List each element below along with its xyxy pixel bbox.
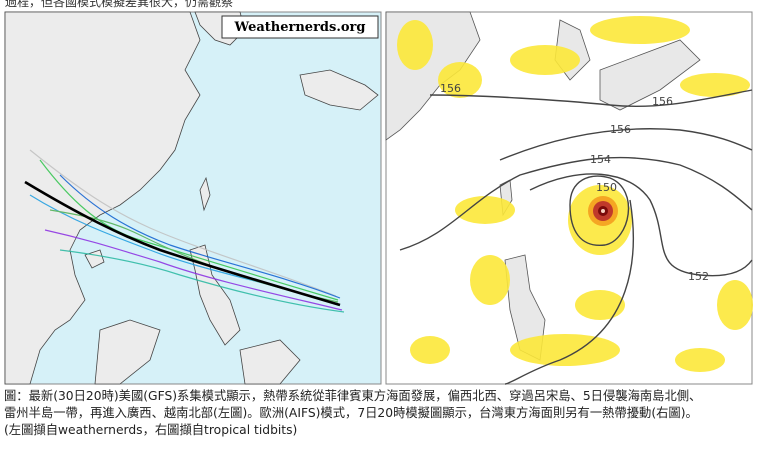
contour-label: 150 bbox=[596, 181, 617, 194]
watermark: Weathernerds.org bbox=[234, 20, 366, 35]
right-map: 156 156 156 154 150 152 bbox=[385, 11, 753, 385]
contour-label: 156 bbox=[610, 123, 631, 136]
contour-label: 156 bbox=[652, 95, 673, 108]
caption-line: 圖：最新(30日20時)美國(GFS)系集模式顯示，熱帶系統從菲律賓東方海面發展… bbox=[4, 389, 702, 403]
contour-label: 152 bbox=[688, 270, 709, 283]
contour-label: 154 bbox=[590, 153, 611, 166]
caption: 圖：最新(30日20時)美國(GFS)系集模式顯示，熱帶系統從菲律賓東方海面發展… bbox=[4, 388, 756, 439]
left-map: Weathernerds.org bbox=[4, 11, 382, 385]
caption-line: 雷州半島一帶，再進入廣西、越南北部(左圖)。歐洲(AIFS)模式，7日20時模擬… bbox=[4, 406, 698, 420]
contour-label: 156 bbox=[440, 82, 461, 95]
header-text: 過程，但各國模式模擬差異很大，仍需觀察 bbox=[5, 0, 234, 9]
caption-line: (左圖擷自weathernerds，右圖擷自tropical tidbits) bbox=[4, 423, 298, 437]
maps: Weathernerds.org bbox=[4, 11, 753, 385]
